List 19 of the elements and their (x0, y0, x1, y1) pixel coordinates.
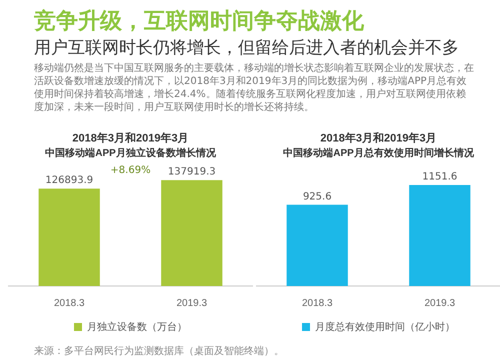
legend-label: 月度总有效使用时间（亿小时） (315, 320, 455, 333)
text: 竞争升级，互联网时间争夺战激化 (34, 8, 364, 36)
data-label: 1151.6 (422, 172, 458, 183)
text: 移动端仍然是当下中国互联网服务的主要载体，移动端的增长状态影响着互联网企业的发展状态，在活跃设备数增速放缓的情况下，以2018年3月和2019年3月的同比数据为例，移动端APP月总有效使用时间保持着较高增速，增长24.4%。随着传统服务互联网化程度加速，用户对互联网使用依赖度加深，未来一段时间，用户互联网使用时长的增长还将持续。 (34, 62, 474, 114)
text: +8.69% (110, 164, 151, 176)
chart-subtitle: 中国移动端APP月总有效使用时间增长情况 (283, 146, 475, 159)
data-label: 925.6 (302, 191, 332, 202)
text: 用户互联网时长仍将增长，但留给后进入者的机会并不多 (34, 37, 459, 59)
x-tick-label: 2019.3 (424, 298, 456, 309)
legend-label: 月独立设备数（万台） (87, 320, 187, 333)
x-tick-label: 2019.3 (176, 298, 208, 309)
chart-title: 2018年3月和2019年3月 (72, 132, 189, 145)
x-tick-label: 2018.3 (54, 298, 85, 309)
chart-title: 2018年3月和2019年3月 (320, 132, 437, 145)
data-label: 137919.3 (168, 166, 216, 178)
source-note: 来源：多平台网民行为监测数据库（桌面及智能终端）。 (34, 344, 284, 358)
chart-subtitle: 中国移动端APP月独立设备数增长情况 (45, 146, 217, 159)
x-tick-label: 2018.3 (302, 298, 333, 309)
data-label: 126893.9 (45, 175, 94, 186)
